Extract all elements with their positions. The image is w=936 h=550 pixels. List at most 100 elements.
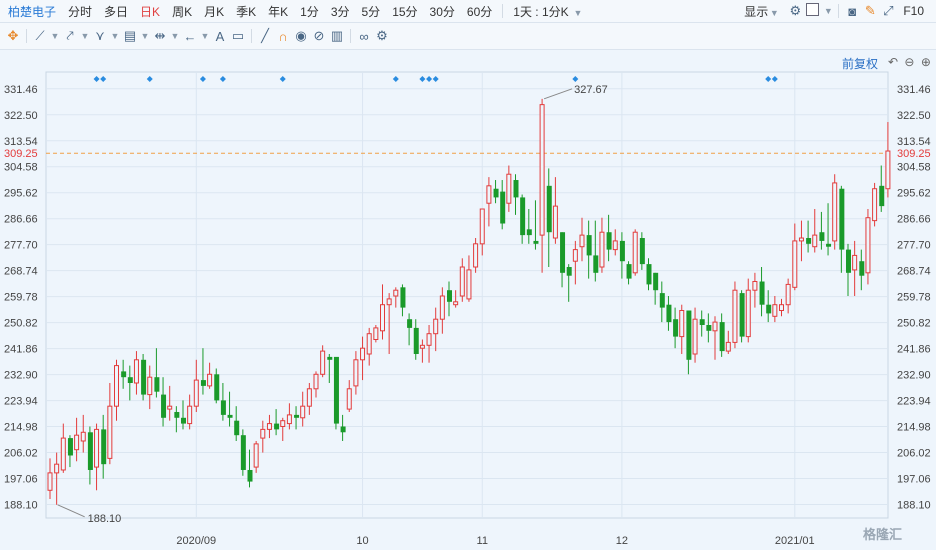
zoom-in-icon[interactable]: ⊕ <box>920 55 931 69</box>
candle-body-down <box>327 356 333 360</box>
hide-icon[interactable]: ⊘ <box>313 28 325 43</box>
y-tick-label-left: 322.50 <box>4 110 38 122</box>
candle-body-up <box>366 333 372 355</box>
candle-body-down <box>593 255 599 273</box>
chevron-down-icon[interactable]: ▼ <box>140 31 150 41</box>
period-tab-monthly[interactable]: 月K <box>204 4 225 19</box>
candle-body-down <box>759 281 765 305</box>
crosshair-icon[interactable]: ✥ <box>7 28 19 43</box>
candle-body-up <box>439 295 445 320</box>
event-marker <box>100 76 107 82</box>
back-arrow-icon[interactable]: ← <box>183 28 197 44</box>
candle-body-up <box>286 414 292 425</box>
period-tab-30min[interactable]: 30分 <box>429 4 455 19</box>
candle-body-up <box>679 310 685 338</box>
candle-body-down <box>333 356 339 424</box>
candle-body-up <box>320 350 326 375</box>
f10-button[interactable]: F10 <box>903 4 924 18</box>
event-marker <box>572 76 579 82</box>
period-tab-60min[interactable]: 60分 <box>466 4 493 19</box>
candle-body-up <box>353 359 359 387</box>
period-tab-3min[interactable]: 3分 <box>330 4 350 19</box>
candle-body-up <box>725 341 731 352</box>
period-tab-5min[interactable]: 5分 <box>361 4 381 19</box>
candle-body-down <box>274 423 280 430</box>
text-tool-icon[interactable]: A <box>215 28 225 44</box>
candle-body-down <box>413 327 419 354</box>
fuquan-button[interactable]: 前复权 <box>842 57 879 71</box>
period-tab-quarterly[interactable]: 季K <box>236 4 257 19</box>
candle-body-down <box>181 417 186 424</box>
chevron-down-icon[interactable]: ▼ <box>170 31 180 41</box>
period-tab-multiday[interactable]: 多日 <box>104 4 129 19</box>
display-dropdown[interactable]: 显示 ▼ <box>738 3 786 20</box>
candle-body-up <box>692 318 698 355</box>
pencil-icon[interactable]: ╱ <box>261 28 269 43</box>
settings-icon[interactable]: ⚙ <box>376 28 388 43</box>
y-tick-label-left: 304.58 <box>4 162 38 174</box>
candle-body-down <box>686 310 692 360</box>
magnet-icon[interactable]: ∩ <box>278 28 288 44</box>
candle-body-up <box>506 173 512 204</box>
chevron-down-icon[interactable]: ▼ <box>823 6 833 16</box>
measure-tool-icon[interactable]: ⇹ <box>154 28 166 43</box>
candlestick-chart[interactable]: 331.46 331.46 322.50 322.50 313.54 313.54 304.… <box>0 50 936 550</box>
stock-name-button[interactable]: 柏楚电子 <box>8 4 57 19</box>
event-marker <box>146 76 153 82</box>
undo-icon[interactable]: ↶ <box>888 55 899 69</box>
chevron-down-icon[interactable]: ▼ <box>110 31 120 41</box>
chevron-down-icon[interactable]: ▼ <box>80 31 90 41</box>
candle-body-up <box>579 234 585 248</box>
y-tick-label-left: 188.10 <box>4 499 38 511</box>
trash-icon[interactable]: ▥ <box>330 28 344 43</box>
period-tab-15min[interactable]: 15分 <box>392 4 418 19</box>
candle-body-down <box>447 290 452 302</box>
period-tab-1min[interactable]: 1分 <box>300 4 319 19</box>
high-annotation-label: 327.67 <box>574 84 608 96</box>
event-marker <box>426 76 433 82</box>
fib-tool-icon[interactable]: ▤ <box>123 28 137 43</box>
watermark-text: 格隆汇 <box>863 527 903 542</box>
pencil-icon[interactable]: ✎ <box>864 3 876 18</box>
candle-body-up <box>772 304 778 317</box>
candle-body-up <box>300 405 306 419</box>
zoom-out-icon[interactable]: ⊖ <box>904 55 915 69</box>
range-selector[interactable]: 1天 : 1分K ▼ <box>507 3 590 20</box>
link-icon[interactable]: ∞ <box>359 28 369 44</box>
period-tab-intraday[interactable]: 分时 <box>68 4 93 19</box>
candle-body-down <box>526 229 532 236</box>
candle-body-up <box>147 376 153 396</box>
eye-icon[interactable]: ◉ <box>295 28 307 43</box>
candle-body-down <box>220 400 226 415</box>
current-price-bg-left <box>0 145 44 162</box>
candle-body-up <box>785 283 791 306</box>
chevron-down-icon[interactable]: ▼ <box>50 31 60 41</box>
candle-body-up <box>812 234 818 248</box>
gear-icon[interactable]: ⚙ <box>789 3 802 18</box>
candle-body-up <box>94 428 100 468</box>
candle-body-down <box>340 426 346 433</box>
comment-icon[interactable]: ▭ <box>231 28 245 43</box>
candle-body-down <box>87 432 93 470</box>
camera-icon[interactable]: ◙ <box>848 3 857 19</box>
wave-tool-icon[interactable]: ⋎ <box>95 28 105 43</box>
event-marker <box>279 76 286 82</box>
line-tool-icon[interactable]: ⟋ <box>35 28 45 43</box>
drawing-toolbar: ✥ ⟋ ▼ ⤤ ▼ ⋎ ▼ ▤ ▼ ⇹ ▼ ← ▼ A ▭ ╱ ∩ ◉ ⊘ ▥ ∞ ⚙ <box>0 23 936 50</box>
candle-body-up <box>426 333 432 346</box>
x-tick-label: 10 <box>356 535 368 547</box>
chevron-down-icon[interactable]: ▼ <box>200 31 210 41</box>
candle-body-up <box>360 347 366 361</box>
candle-body-up <box>479 208 485 245</box>
period-tab-weekly[interactable]: 周K <box>172 4 193 19</box>
candle-body-up <box>107 405 113 459</box>
y-tick-label-right: 313.54 <box>897 136 931 148</box>
divider <box>251 29 252 43</box>
period-tab-daily[interactable]: 日K <box>140 4 161 19</box>
ray-tool-icon[interactable]: ⤤ <box>66 28 74 43</box>
fullscreen-icon[interactable]: ⤢ <box>883 3 894 18</box>
select-box-icon[interactable] <box>804 3 822 19</box>
period-tab-yearly[interactable]: 年K <box>268 4 289 19</box>
chevron-down-icon: ▼ <box>769 7 779 18</box>
candle-body-up <box>193 379 199 407</box>
